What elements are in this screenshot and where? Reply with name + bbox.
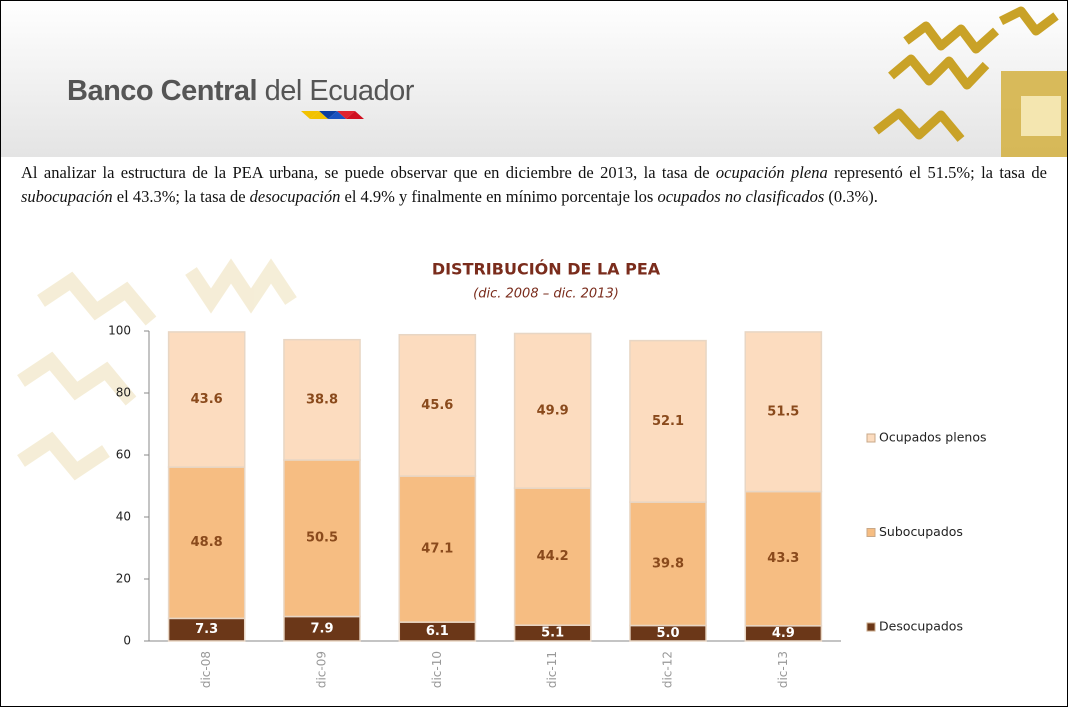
y-tick-label: 100 bbox=[108, 324, 131, 338]
x-tick-label: dic-11 bbox=[545, 651, 559, 688]
page: Banco Central del Ecuador Al analizar la… bbox=[0, 0, 1068, 707]
legend-label: Subocupados bbox=[879, 524, 963, 539]
x-tick-label: dic-10 bbox=[430, 651, 444, 688]
data-label: 47.1 bbox=[421, 542, 453, 557]
data-label: 7.9 bbox=[310, 621, 333, 636]
chart: DISTRIBUCIÓN DE LA PEA (dic. 2008 – dic.… bbox=[1, 1, 1067, 706]
data-label: 48.8 bbox=[191, 535, 223, 550]
y-tick-label: 80 bbox=[116, 386, 131, 400]
data-label: 4.9 bbox=[772, 626, 795, 641]
x-tick-label: dic-08 bbox=[199, 651, 213, 688]
y-tick-label: 20 bbox=[116, 572, 131, 586]
data-label: 50.5 bbox=[306, 531, 338, 546]
data-label: 45.6 bbox=[421, 398, 453, 413]
x-tick-label: dic-13 bbox=[776, 651, 790, 688]
legend-swatch bbox=[867, 529, 875, 537]
x-tick-label: dic-12 bbox=[661, 651, 675, 688]
y-tick-label: 40 bbox=[116, 510, 131, 524]
data-label: 43.3 bbox=[767, 551, 799, 566]
data-label: 5.1 bbox=[541, 626, 564, 641]
x-tick-label: dic-09 bbox=[315, 651, 329, 688]
data-label: 43.6 bbox=[191, 392, 223, 407]
legend-swatch bbox=[867, 434, 875, 442]
y-tick-label: 0 bbox=[123, 634, 131, 648]
data-label: 39.8 bbox=[652, 556, 684, 571]
data-label: 44.2 bbox=[537, 549, 569, 564]
data-label: 49.9 bbox=[537, 403, 569, 418]
legend-swatch bbox=[867, 623, 875, 631]
data-label: 7.3 bbox=[195, 622, 218, 637]
data-label: 38.8 bbox=[306, 392, 338, 407]
y-tick-label: 60 bbox=[116, 448, 131, 462]
legend-label: Desocupados bbox=[879, 619, 963, 634]
chart-title: DISTRIBUCIÓN DE LA PEA bbox=[432, 260, 661, 279]
data-label: 5.0 bbox=[656, 626, 679, 641]
data-label: 51.5 bbox=[767, 404, 799, 419]
data-label: 52.1 bbox=[652, 414, 684, 429]
chart-subtitle: (dic. 2008 – dic. 2013) bbox=[473, 287, 619, 302]
data-label: 6.1 bbox=[426, 624, 449, 639]
legend-label: Ocupados plenos bbox=[879, 430, 986, 445]
